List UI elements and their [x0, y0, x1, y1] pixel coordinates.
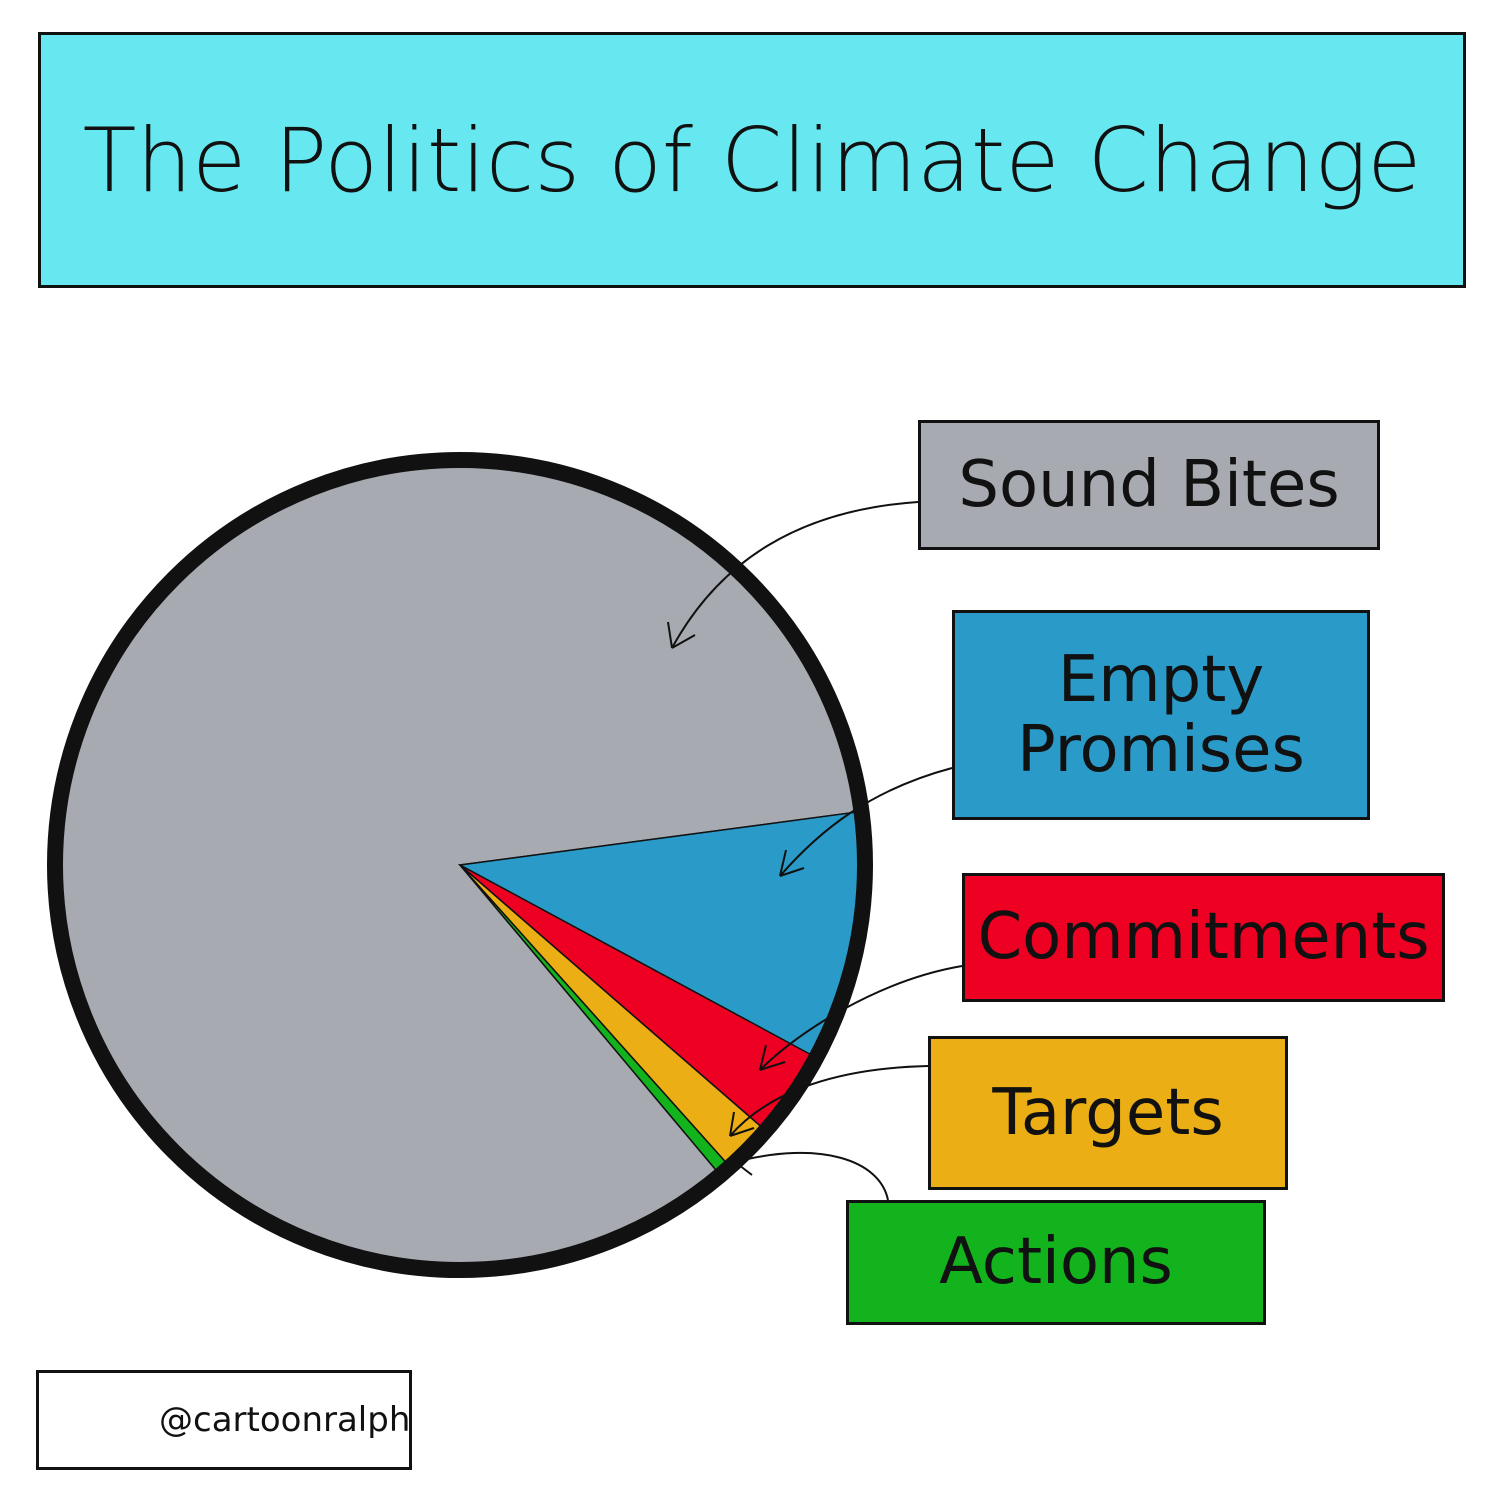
arrow: [779, 767, 953, 877]
credit: @cartoonralph: [36, 1370, 412, 1470]
chart-title: The Politics of Climate Change: [38, 32, 1466, 288]
legend-label: Targets: [928, 1036, 1288, 1190]
arrow: [667, 501, 919, 649]
legend-label: Commitments: [962, 873, 1445, 1002]
arrows: [667, 501, 963, 1201]
legend-label: Sound Bites: [918, 420, 1380, 550]
arrow: [729, 1065, 929, 1137]
pie: [47, 452, 873, 1278]
arrow: [734, 1145, 889, 1201]
legend-label: Actions: [846, 1200, 1266, 1325]
arrow: [759, 965, 963, 1071]
legend-label: Empty Promises: [952, 610, 1370, 820]
pie-outline: [47, 452, 873, 1278]
